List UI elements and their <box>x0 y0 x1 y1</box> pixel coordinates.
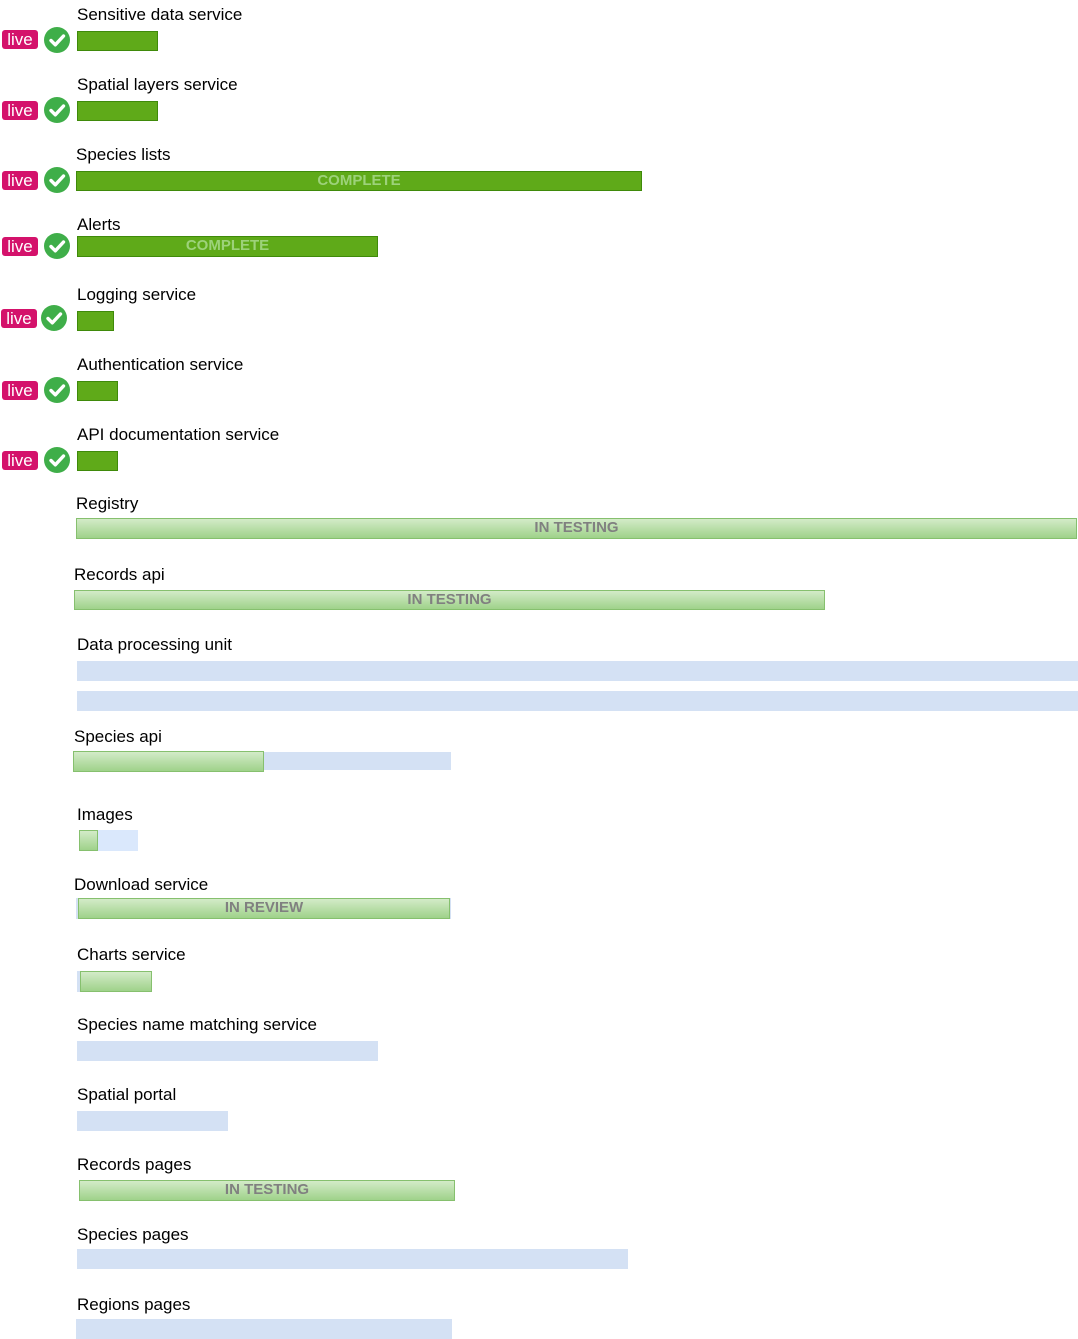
progress-track <box>76 1319 452 1339</box>
progress-bar: IN REVIEW <box>78 898 450 919</box>
service-label: Regions pages <box>77 1295 191 1314</box>
progress-bar: COMPLETE <box>77 236 378 257</box>
check-circle-icon <box>41 305 67 331</box>
status-text: IN TESTING <box>407 591 492 608</box>
progress-bar: COMPLETE <box>76 171 642 191</box>
progress-bar: IN TESTING <box>76 518 1077 539</box>
progress-bar <box>77 381 118 401</box>
progress-track <box>77 1041 378 1061</box>
service-label: Logging service <box>77 285 197 304</box>
live-badge: live <box>2 451 38 470</box>
service-label: Records api <box>74 565 165 584</box>
service-label: Spatial layers service <box>77 75 238 94</box>
status-text: IN TESTING <box>534 519 619 536</box>
status-text: IN REVIEW <box>224 899 304 916</box>
service-label: Data processing unit <box>77 635 232 654</box>
live-badge: live <box>2 381 38 400</box>
check-circle-icon <box>44 97 70 123</box>
progress-bar <box>79 830 98 851</box>
progress-bar <box>77 451 118 471</box>
progress-bar <box>73 751 264 772</box>
service-label: Registry <box>76 494 139 513</box>
service-label: Images <box>77 805 133 824</box>
service-label: Records pages <box>77 1155 192 1174</box>
live-badge: live <box>2 30 38 49</box>
service-label: Sensitive data service <box>77 5 243 24</box>
progress-track <box>77 1249 628 1269</box>
service-label: Download service <box>74 875 209 894</box>
service-label: Spatial portal <box>77 1085 177 1104</box>
progress-bar <box>77 101 158 121</box>
service-label: Alerts <box>77 215 121 234</box>
service-label: API documentation service <box>77 425 280 444</box>
check-circle-icon <box>44 447 70 473</box>
progress-bar <box>77 311 114 331</box>
service-label: Species api <box>74 727 162 746</box>
progress-bar <box>80 971 152 992</box>
service-label: Authentication service <box>77 355 244 374</box>
progress-bar: IN TESTING <box>79 1180 455 1201</box>
progress-track <box>77 661 1078 681</box>
check-circle-icon <box>44 167 70 193</box>
live-badge: live <box>2 237 38 256</box>
check-circle-icon <box>44 377 70 403</box>
progress-track <box>77 691 1078 711</box>
live-badge: live <box>2 171 38 190</box>
progress-track <box>77 1111 228 1131</box>
check-circle-icon <box>44 27 70 53</box>
service-label: Charts service <box>77 945 186 964</box>
service-label: Species lists <box>76 145 171 164</box>
progress-bar: IN TESTING <box>74 590 825 610</box>
check-circle-icon <box>44 233 70 259</box>
progress-bar <box>77 31 158 51</box>
service-label: Species pages <box>77 1225 189 1244</box>
service-label: Species name matching service <box>77 1015 318 1034</box>
status-text: IN TESTING <box>224 1181 310 1198</box>
status-text: COMPLETE <box>185 237 270 254</box>
status-text: COMPLETE <box>317 172 401 189</box>
live-badge: live <box>2 101 38 120</box>
live-badge: live <box>1 309 37 328</box>
